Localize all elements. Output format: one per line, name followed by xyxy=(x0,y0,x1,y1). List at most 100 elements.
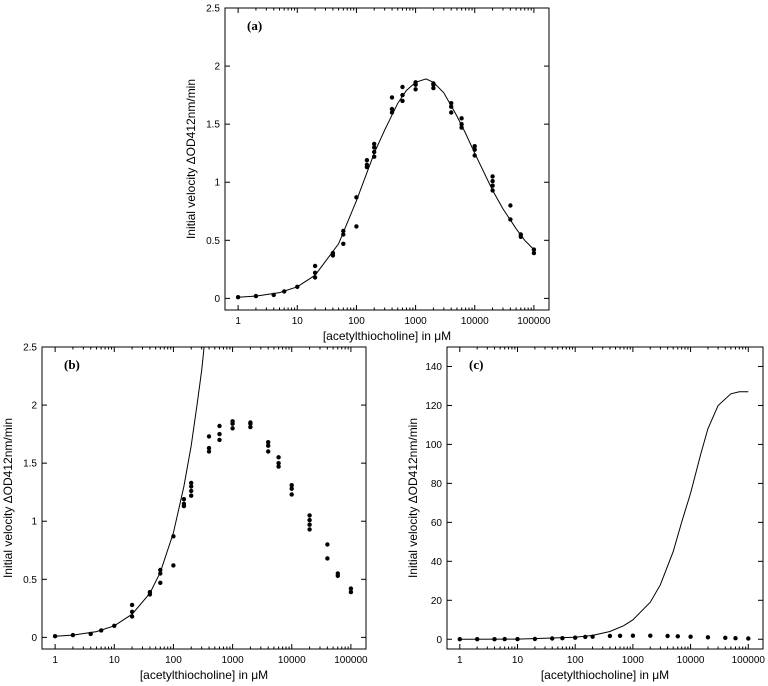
data-point xyxy=(532,636,538,642)
y-tick-label: 20 xyxy=(431,596,443,607)
data-point xyxy=(171,534,176,539)
data-point xyxy=(459,125,464,130)
data-point xyxy=(723,635,728,640)
x-tick-label: 100000 xyxy=(334,655,368,666)
data-point xyxy=(341,232,346,237)
panel-label: (c) xyxy=(469,357,483,372)
plot-frame xyxy=(446,346,764,650)
data-point xyxy=(307,527,312,532)
data-point xyxy=(590,634,595,639)
data-point xyxy=(431,85,436,91)
y-tick-label: 2 xyxy=(214,62,220,73)
data-point xyxy=(295,284,300,289)
x-tick-label: 1000 xyxy=(404,316,427,327)
data-point xyxy=(490,174,495,179)
data-point xyxy=(348,589,354,595)
data-point xyxy=(181,497,187,502)
data-point xyxy=(389,106,395,112)
data-point xyxy=(129,602,135,608)
chart-panel-b: 1 10 100 1000 10000 100000 0 0.5 1 1.5 2 2.5 [acetyl… xyxy=(1,343,368,683)
data-point xyxy=(289,492,294,497)
y-tick-label: 1.5 xyxy=(206,120,220,131)
data-point xyxy=(276,455,281,460)
data-point xyxy=(189,480,194,486)
fit-curve xyxy=(459,391,749,640)
data-point xyxy=(431,81,436,86)
data-point xyxy=(583,634,588,640)
x-tick-label: 1 xyxy=(457,655,463,666)
x-tick-label: 10000 xyxy=(677,655,705,666)
data-point xyxy=(746,636,751,641)
data-point xyxy=(364,162,370,167)
data-point xyxy=(518,232,523,237)
data-point xyxy=(158,580,163,585)
data-point xyxy=(472,144,477,149)
data-point xyxy=(248,420,253,425)
data-point xyxy=(129,614,135,619)
data-point xyxy=(341,241,346,246)
data-point xyxy=(675,634,680,639)
data-point xyxy=(372,141,377,147)
plot-frame xyxy=(41,346,367,650)
y-tick-label: 2.5 xyxy=(23,343,37,354)
data-point xyxy=(688,634,693,639)
data-point xyxy=(531,250,537,256)
data-point xyxy=(112,623,117,628)
x-tick-label: 100000 xyxy=(517,316,551,327)
data-point xyxy=(289,483,294,488)
y-tick-label: 100 xyxy=(425,440,442,451)
x-tick-label: 10000 xyxy=(461,316,489,327)
data-point xyxy=(330,250,336,256)
x-tick-label: 1 xyxy=(52,655,58,666)
data-point xyxy=(550,636,555,641)
data-point xyxy=(129,609,135,614)
x-tick-label: 100 xyxy=(165,655,182,666)
data-point xyxy=(266,440,271,445)
data-point xyxy=(230,419,235,424)
data-point xyxy=(459,116,464,121)
data-point xyxy=(235,295,241,300)
data-point xyxy=(206,449,212,454)
data-point xyxy=(502,636,507,642)
data-point xyxy=(472,147,477,152)
x-axis-title: [acetylthiocholine] in μM xyxy=(140,668,268,682)
y-tick-label: 40 xyxy=(431,557,443,568)
data-point xyxy=(217,423,222,429)
data-point xyxy=(312,270,318,275)
data-point xyxy=(147,589,153,595)
data-point xyxy=(389,110,395,115)
data-point xyxy=(400,92,405,98)
data-point xyxy=(449,104,454,109)
panel-label: (b) xyxy=(64,357,80,372)
data-point xyxy=(335,571,340,576)
data-point xyxy=(189,488,194,494)
data-point xyxy=(665,633,670,639)
y-tick-label: 80 xyxy=(431,479,443,490)
x-tick-label: 10 xyxy=(292,316,304,327)
data-point xyxy=(449,101,454,106)
y-tick-label: 1 xyxy=(214,178,220,189)
data-point xyxy=(531,247,537,252)
x-tick-label: 100000 xyxy=(732,655,766,666)
chart-panel-c: 1 10 100 1000 10000 100000 0 20 40 60 80 100 120 140 [… xyxy=(406,346,766,682)
data-point xyxy=(733,636,738,641)
data-point xyxy=(492,637,497,642)
x-tick-label: 10000 xyxy=(278,655,306,666)
x-tick-label: 1000 xyxy=(622,655,645,666)
y-tick-label: 0.5 xyxy=(206,236,220,247)
y-tick-label: 1.5 xyxy=(23,459,37,470)
data-point xyxy=(312,275,318,280)
plot-frame xyxy=(224,7,550,311)
data-point xyxy=(307,522,312,527)
data-point xyxy=(508,203,513,208)
data-point xyxy=(630,633,636,638)
y-tick-label: 2 xyxy=(31,401,37,412)
data-point xyxy=(325,556,330,561)
data-point xyxy=(617,633,623,638)
data-point xyxy=(449,110,454,115)
data-point xyxy=(372,145,377,150)
data-point xyxy=(189,493,194,498)
data-point xyxy=(289,486,294,491)
data-point xyxy=(475,637,480,642)
data-point xyxy=(400,98,405,104)
